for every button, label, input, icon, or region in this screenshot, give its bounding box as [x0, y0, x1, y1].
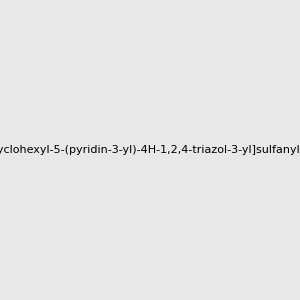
- Text: 2-chloro-5-({[4-cyclohexyl-5-(pyridin-3-yl)-4H-1,2,4-triazol-3-yl]sulfanyl}methy: 2-chloro-5-({[4-cyclohexyl-5-(pyridin-3-…: [0, 145, 300, 155]
